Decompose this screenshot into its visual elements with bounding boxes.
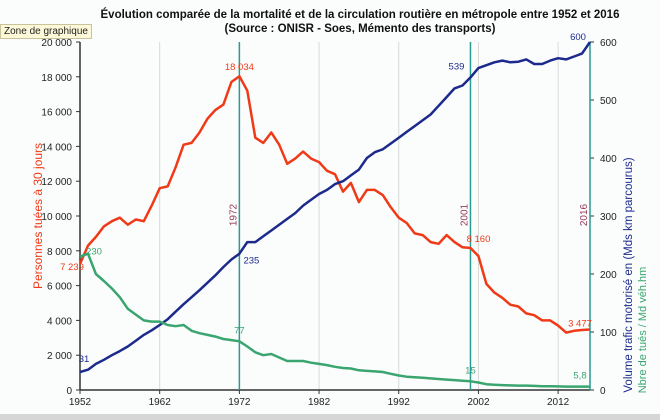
data-label: 77 (234, 325, 245, 336)
x-tick-label: 1992 (388, 397, 411, 408)
data-label: 7 239 (60, 262, 84, 273)
y-left-tick-label: 8 000 (47, 247, 72, 258)
series-line-2 (79, 252, 590, 388)
data-label: 31 (79, 354, 90, 365)
x-tick-label: 1962 (149, 397, 172, 408)
y-right-axis-title: Volume trafic motorisé en (Mds km parcou… (623, 157, 635, 392)
data-label: 15 (465, 365, 476, 376)
y-right-tick-label: 100 (600, 328, 617, 339)
x-tick-label: 2002 (467, 397, 490, 408)
y-left-axis-title: Personnes tuées à 30 jours (31, 143, 45, 289)
data-label: 539 (449, 61, 465, 72)
tooltip: Zone de graphique (0, 24, 92, 39)
x-tick-label: 2012 (547, 397, 570, 408)
y-right-tick-label: 200 (600, 270, 617, 281)
y-right-tick-label: 300 (600, 212, 617, 223)
y-right-tick-label: 0 (600, 386, 606, 397)
marker-label-1972: 1972 (228, 203, 239, 226)
y-left-tick-label: 14 000 (41, 142, 72, 153)
y-left-tick-label: 18 000 (41, 73, 72, 84)
data-label: 18 034 (225, 62, 254, 73)
x-tick-label: 1982 (308, 397, 331, 408)
bottom-bar (0, 414, 660, 420)
data-label: 230 (86, 247, 102, 258)
y-right-tick-label: 400 (600, 154, 617, 165)
chart-title: Évolution comparée de la mortalité et de… (60, 8, 660, 36)
y-left-tick-label: 20 000 (41, 38, 72, 49)
data-label: 3 477 (568, 319, 592, 330)
y-right-tick-label: 500 (600, 96, 617, 107)
y-left-tick-label: 6 000 (47, 282, 72, 293)
y-left-tick-label: 16 000 (41, 108, 72, 119)
y-right-tick-label: 600 (600, 38, 617, 49)
y-left-tick-label: 2 000 (47, 351, 72, 362)
y-left-tick-label: 0 (66, 386, 72, 397)
data-label: 8 160 (467, 234, 491, 245)
x-tick-label: 1952 (69, 397, 92, 408)
y-right-axis-title-2: Nbre de tués / Md véh.hm (637, 267, 649, 394)
marker-label-2016: 2016 (579, 203, 590, 226)
y-left-tick-label: 10 000 (41, 212, 72, 223)
series-line-0 (78, 74, 591, 334)
marker-label-2001: 2001 (459, 203, 470, 226)
data-label: 235 (243, 256, 259, 267)
y-left-tick-label: 12 000 (41, 177, 72, 188)
y-left-tick-label: 4 000 (47, 316, 72, 327)
chart-title-main: Évolution comparée de la mortalité et de… (100, 9, 620, 21)
data-label: 600 (570, 32, 586, 43)
x-tick-label: 1972 (228, 397, 251, 408)
data-label: 5,8 (573, 371, 586, 382)
chart-subtitle: (Source : ONISR - Soes, Mémento des tran… (224, 23, 496, 35)
